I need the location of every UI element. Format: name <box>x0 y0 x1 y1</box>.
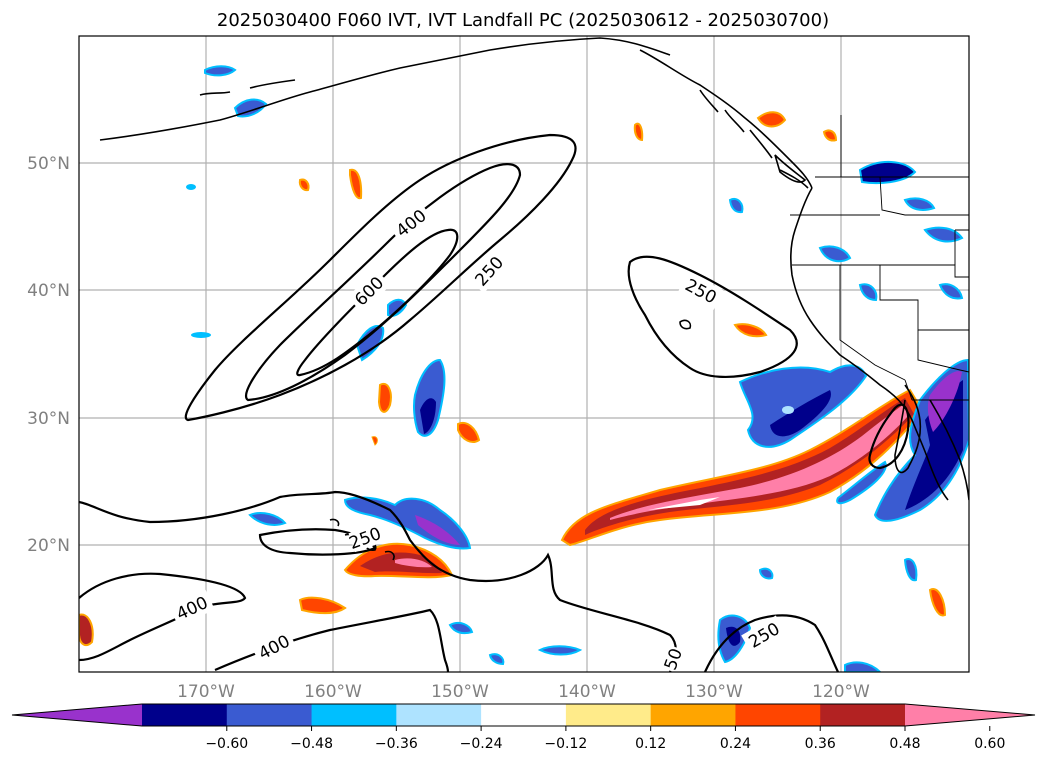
plume-main-pink <box>610 404 908 520</box>
x-tick-label: 120°W <box>812 682 870 702</box>
contour-250-east <box>627 255 798 379</box>
colorbar-tick-label: 0.36 <box>805 736 836 752</box>
contour-400-west <box>79 572 247 662</box>
map-area <box>79 36 969 672</box>
y-tick-label: 40°N <box>27 281 70 301</box>
colorbar-tick-label: −0.36 <box>375 736 418 752</box>
colorbar-segment <box>226 704 313 726</box>
contour-400-jet <box>245 163 522 402</box>
colorbar-tick-label: −0.60 <box>205 736 248 752</box>
colorbar-segment <box>396 704 482 726</box>
colorbar-tick-label: 0.60 <box>974 736 1005 752</box>
y-tick-label: 20°N <box>27 536 70 556</box>
x-tick-label: 130°W <box>685 682 743 702</box>
colorbar-outline <box>11 703 1036 727</box>
colorbar-segment <box>311 704 397 726</box>
plume-main-darkred <box>585 398 914 535</box>
chart-title: 2025030400 F060 IVT, IVT Landfall PC (20… <box>217 10 829 31</box>
colorbar-tick-label: −0.12 <box>544 736 587 752</box>
colorbar-segment <box>565 704 652 726</box>
contour-250-jet <box>184 133 577 422</box>
contour-250-coast <box>868 403 910 470</box>
x-tick-label: 150°W <box>431 682 489 702</box>
colorbar-tick-label: −0.24 <box>460 736 503 752</box>
y-tick-label: 50°N <box>27 154 70 174</box>
contour-250-southeast <box>703 614 839 672</box>
x-tick-labels: 170°W 160°W 150°W 140°W 130°W 120°W <box>177 682 870 702</box>
contour-600-jet <box>296 228 459 377</box>
x-tick-label: 160°W <box>304 682 362 702</box>
colorbar-segment <box>481 704 567 726</box>
x-tick-label: 140°W <box>558 682 616 702</box>
colorbar-segment <box>820 704 906 726</box>
contour-labels: 400 600 250 250 250 400 400 250 50 <box>169 202 787 672</box>
colorbar-segment <box>735 704 821 726</box>
ivt-contours <box>79 133 910 672</box>
colorbar-tick-label: −0.48 <box>290 736 333 752</box>
contour-250-south <box>79 490 677 672</box>
colorbar-extend-max <box>905 704 1035 726</box>
map-frame <box>78 35 970 673</box>
y-tick-label: 30°N <box>27 409 70 429</box>
borders <box>790 115 969 401</box>
colorbar-tick-label: 0.24 <box>720 736 751 752</box>
colorbar-segment <box>142 704 228 726</box>
colorbar-tick-label: 0.48 <box>889 736 920 752</box>
colorbar-extend-min <box>12 704 142 726</box>
colorbar-tick-label: 0.12 <box>635 736 666 752</box>
colorbar: −0.60 −0.48 −0.36 −0.24 −0.12 0.12 0.24 0.36 0.4… <box>11 703 1036 752</box>
x-tick-label: 170°W <box>177 682 235 702</box>
y-tick-labels: 50°N 40°N 30°N 20°N <box>27 154 70 556</box>
colorbar-segment <box>650 704 736 726</box>
ivt-shading <box>79 65 969 672</box>
